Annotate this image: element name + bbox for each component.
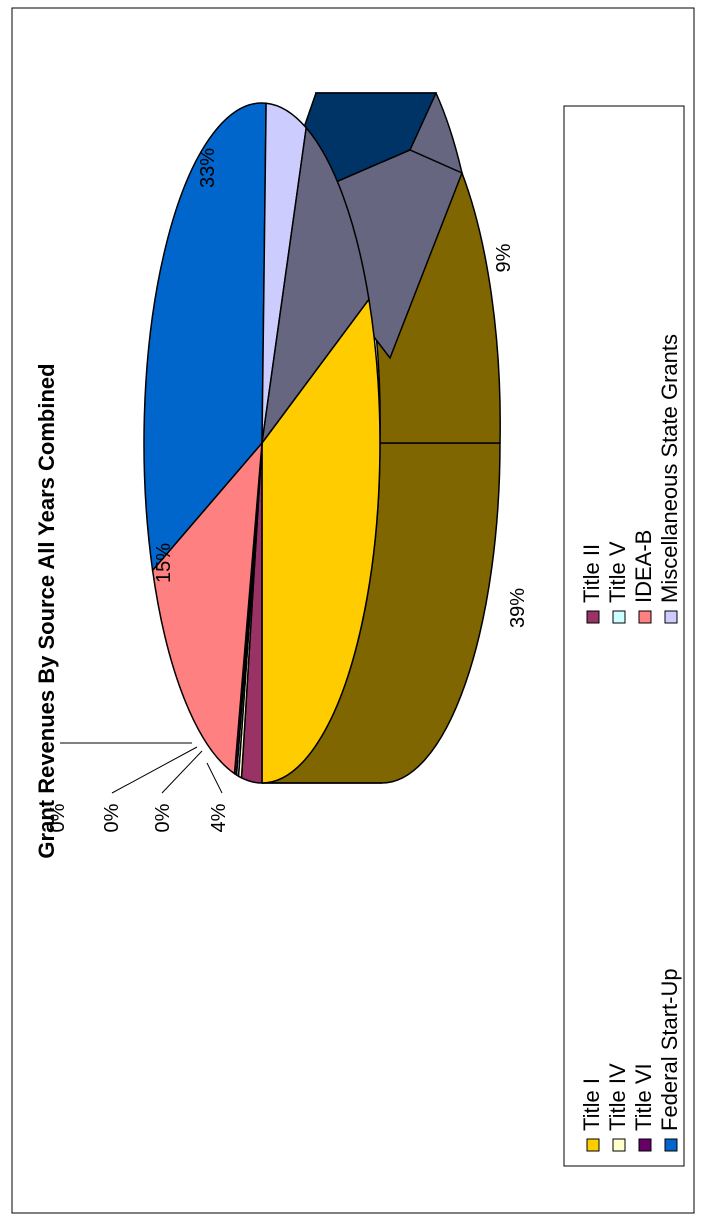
label-title-vi-pct: 0% [152, 803, 174, 832]
legend: Title I Title IV Title VI Federal Start-Up T… [563, 105, 685, 1167]
legend-swatch-federal-start-up [664, 1138, 678, 1152]
legend-label-miscellaneous-state-grants: Miscellaneous State Grants [657, 334, 682, 603]
label-title-v-pct: 0% [101, 803, 123, 832]
legend-label-title-vi: Title VI [631, 1063, 656, 1131]
legend-swatch-title-v [612, 610, 626, 624]
legend-label-title-i: Title I [579, 1078, 604, 1131]
legend-label-title-v: Title V [605, 541, 630, 603]
legend-label-title-iv: Title IV [605, 1063, 630, 1131]
legend-swatch-idea-b [638, 610, 652, 624]
label-title-i-pct: 39% [507, 588, 529, 628]
legend-label-title-ii: Title II [579, 544, 604, 603]
chart-title: Grant Revenues By Source All Years Combi… [34, 363, 59, 858]
label-unlabeled-9-pct: 9% [493, 243, 515, 272]
legend-swatch-title-i [586, 1138, 600, 1152]
label-federal-start-up-pct: 33% [197, 148, 219, 188]
pie-slice-title-i [261, 297, 381, 784]
pie-slice-unlabeled-9 [261, 126, 370, 444]
label-title-iv-pct: 0% [47, 803, 69, 832]
pie-top [143, 102, 381, 784]
legend-box [563, 105, 685, 1167]
pie-labels: 0% 0% 0% 4% 39% 15% 33% 9% [47, 148, 529, 833]
label-idea-b-pct: 15% [153, 543, 175, 583]
legend-swatch-title-vi [638, 1138, 652, 1152]
legend-label-idea-b: IDEA-B [631, 530, 656, 603]
label-title-ii-pct: 4% [208, 803, 230, 832]
legend-swatch-title-ii [586, 610, 600, 624]
pie-slice-idea-b [151, 440, 263, 775]
pie-slice-federal-start-up [143, 102, 267, 573]
legend-swatch-miscellaneous-state-grants [664, 610, 678, 624]
legend-swatch-title-iv [612, 1138, 626, 1152]
legend-label-federal-start-up: Federal Start-Up [657, 968, 682, 1131]
